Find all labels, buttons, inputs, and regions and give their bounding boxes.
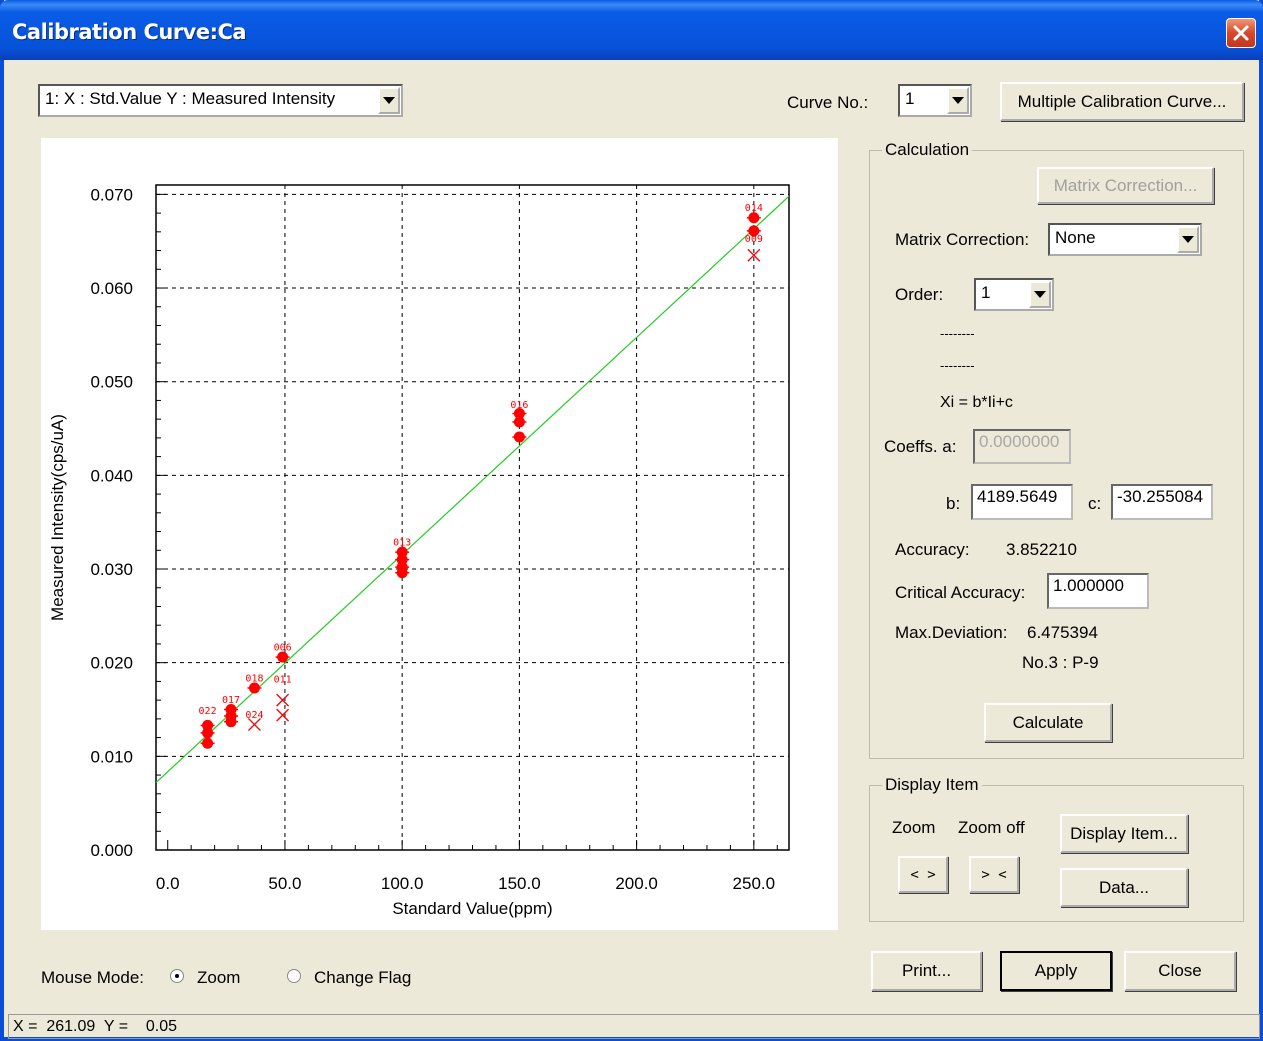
calibration-fit-line — [155, 195, 790, 784]
chevron-down-icon[interactable] — [1029, 281, 1051, 308]
y-tick-label: 0.000 — [90, 841, 133, 860]
window-title: Calibration Curve:Ca — [12, 20, 247, 44]
zoom-in-button[interactable]: < > — [898, 856, 948, 893]
coeff-a-field[interactable]: 0.0000000 — [973, 429, 1071, 464]
order-value: 1 — [981, 283, 991, 302]
max-deviation-sample: No.3 : P-9 — [1022, 653, 1099, 672]
x-axis-label: Standard Value(ppm) — [392, 899, 552, 918]
display-item-group-title: Display Item — [882, 775, 982, 795]
equation-line-2: -------- — [940, 358, 975, 373]
critical-accuracy-label: Critical Accuracy: — [895, 583, 1026, 602]
calculation-group: Calculation — [869, 140, 1244, 759]
point-label: 011 — [274, 674, 292, 685]
matrix-correction-button[interactable]: Matrix Correction... — [1037, 167, 1214, 204]
coeff-c-label: c: — [1088, 494, 1102, 513]
excluded-point-marker — [747, 248, 761, 262]
coeff-b-label: b: — [946, 494, 961, 513]
zoom-collapse-icon: > < — [981, 866, 1007, 883]
change-flag-radio[interactable] — [287, 969, 301, 983]
point-label: 014 — [745, 203, 763, 214]
point-label: 006 — [274, 643, 292, 654]
chevron-down-icon[interactable] — [378, 87, 400, 114]
chevron-down-icon[interactable] — [947, 87, 969, 114]
print-button[interactable]: Print... — [871, 951, 982, 991]
close-window-button[interactable] — [1226, 18, 1256, 48]
close-icon — [1233, 25, 1249, 41]
max-deviation-value: 6.475394 — [1027, 623, 1098, 642]
x-tick-label: 100.0 — [381, 874, 424, 893]
curve-no-select[interactable]: 1 — [898, 84, 972, 117]
accuracy-value: 3.852210 — [1006, 540, 1077, 559]
order-select[interactable]: 1 — [974, 278, 1054, 311]
matrix-correction-value: None — [1055, 228, 1096, 247]
axis-select-value: 1: X : Std.Value Y : Measured Intensity — [45, 89, 336, 108]
order-label: Order: — [895, 285, 944, 304]
zoom-expand-icon: < > — [910, 866, 936, 883]
excluded-point-marker — [276, 708, 290, 722]
excluded-point-marker — [248, 718, 261, 731]
y-tick-label: 0.060 — [90, 279, 133, 298]
matrix-correction-select[interactable]: None — [1048, 223, 1202, 256]
mouse-mode-label: Mouse Mode: — [41, 968, 144, 987]
point-label: 018 — [245, 673, 263, 684]
equation-line-1: -------- — [940, 326, 975, 341]
point-label: 013 — [393, 538, 411, 549]
formula-text: Xi = b*Ii+c — [940, 394, 1013, 411]
coeffs-a-label: Coeffs. a: — [884, 437, 957, 456]
zoom-radio[interactable] — [170, 969, 184, 983]
display-item-button[interactable]: Display Item... — [1060, 814, 1188, 853]
accuracy-label: Accuracy: — [895, 540, 970, 559]
multiple-calibration-curve-button[interactable]: Multiple Calibration Curve... — [1000, 82, 1244, 121]
matrix-correction-label: Matrix Correction: — [895, 230, 1030, 249]
zoom-label: Zoom — [892, 818, 936, 837]
apply-button[interactable]: Apply — [1000, 951, 1112, 991]
calibration-plot-area[interactable]: 0.0 50.0 100.0 150.0 200.0 250.0 0.000 0.010 0.0… — [41, 138, 838, 930]
point-label: 009 — [745, 234, 763, 245]
display-item-group: Display Item — [869, 775, 1244, 922]
curve-no-value: 1 — [905, 89, 915, 108]
point-label: 024 — [245, 710, 263, 721]
x-tick-label: 200.0 — [615, 874, 658, 893]
x-tick-label: 0.0 — [156, 874, 180, 893]
zoom-off-label: Zoom off — [958, 818, 1025, 837]
critical-accuracy-field[interactable]: 1.000000 — [1047, 573, 1149, 609]
y-tick-label: 0.020 — [90, 654, 133, 673]
calibration-chart[interactable]: 0.0 50.0 100.0 150.0 200.0 250.0 0.000 0.010 0.0… — [41, 138, 838, 930]
point-label: 022 — [199, 706, 217, 717]
coeff-b-field[interactable]: 4189.5649 — [971, 484, 1073, 520]
axis-select[interactable]: 1: X : Std.Value Y : Measured Intensity — [38, 84, 403, 117]
y-tick-label: 0.040 — [90, 466, 133, 485]
y-tick-label: 0.070 — [90, 185, 133, 204]
x-tick-label: 250.0 — [733, 874, 776, 893]
calculate-button[interactable]: Calculate — [984, 703, 1112, 742]
x-tick-label: 150.0 — [498, 874, 541, 893]
excluded-point-marker — [276, 693, 290, 707]
y-tick-label: 0.010 — [90, 747, 133, 766]
y-axis-label: Measured Intensity(cps/uA) — [48, 414, 67, 621]
coeff-c-field[interactable]: -30.255084 — [1111, 484, 1213, 520]
zoom-off-button[interactable]: > < — [969, 856, 1019, 893]
zoom-radio-label[interactable]: Zoom — [197, 968, 241, 987]
x-tick-label: 50.0 — [268, 874, 301, 893]
y-tick-label: 0.030 — [90, 560, 133, 579]
status-bar: X = 261.09 Y = 0.05 — [8, 1014, 1260, 1039]
max-deviation-label: Max.Deviation: — [895, 623, 1008, 642]
change-flag-radio-label[interactable]: Change Flag — [314, 968, 412, 987]
chevron-down-icon[interactable] — [1177, 226, 1199, 253]
point-label: 016 — [510, 400, 528, 411]
curve-no-label: Curve No.: — [787, 93, 869, 112]
close-button[interactable]: Close — [1124, 951, 1236, 991]
point-label: 017 — [222, 695, 240, 706]
title-bar[interactable]: Calibration Curve:Ca — [0, 0, 1263, 60]
calculation-group-title: Calculation — [882, 140, 973, 160]
data-button[interactable]: Data... — [1060, 868, 1188, 907]
y-tick-label: 0.050 — [90, 373, 133, 392]
